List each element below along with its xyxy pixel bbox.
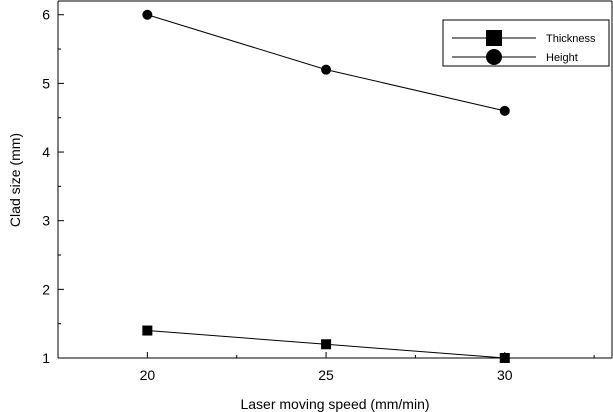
data-point-height [499,105,510,116]
legend-box [442,19,610,67]
y-tick-label: 3 [42,213,50,229]
x-axis-ticks: 20 25 30 [57,352,595,383]
plot-frame [57,0,613,359]
legend-marker-height [486,49,502,65]
y-tick-label: 2 [42,281,50,297]
data-point-thickness [142,325,153,336]
x-tick-label: 25 [318,367,334,383]
y-tick-label: 1 [42,350,50,366]
y-axis-title: Clad size (mm) [7,133,23,227]
legend: Thickness Height [442,19,610,67]
legend-marker-thickness [486,30,502,46]
y-tick-label: 4 [42,144,50,160]
data-point-thickness [321,339,332,350]
x-tick-label: 30 [497,367,513,383]
legend-label-thickness: Thickness [546,33,596,45]
series-group [142,9,510,363]
data-point-thickness [499,353,510,363]
y-tick-label: 5 [42,75,50,91]
y-tick-label: 6 [42,7,50,23]
legend-label-height: Height [546,52,578,64]
y-axis-ticks: 1 2 3 4 5 6 [42,7,64,366]
x-tick-label: 20 [140,367,156,383]
data-point-height [142,9,153,20]
x-axis-title: Laser moving speed (mm/min) [240,396,429,412]
data-point-height [321,64,332,75]
